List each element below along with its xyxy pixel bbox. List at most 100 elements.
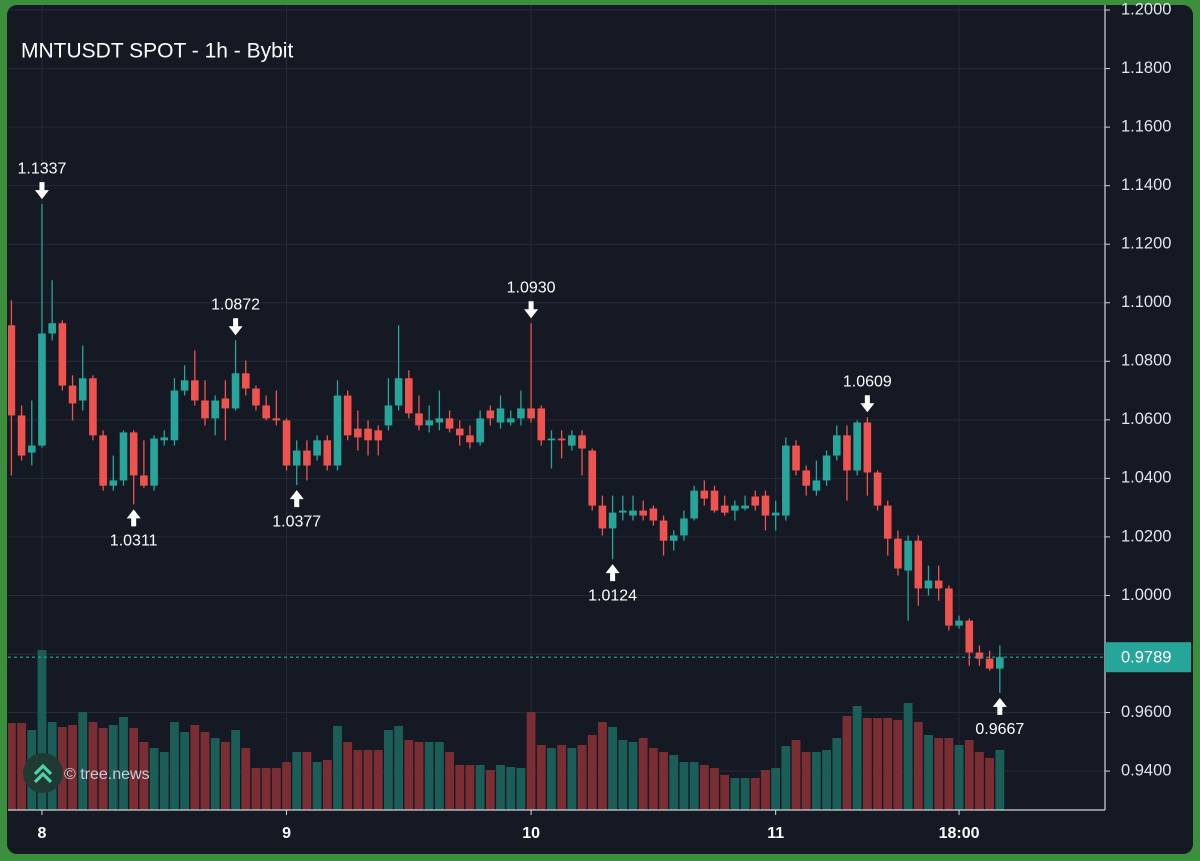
candle-body bbox=[170, 390, 179, 441]
y-tick-label: 0.9400 bbox=[1121, 761, 1171, 779]
annotations: 1.1337 1.0311 1.0872 1.0377 1.0930 1.0124 1.06… bbox=[18, 160, 1025, 738]
volume-bar bbox=[506, 767, 516, 810]
x-tick-label: 11 bbox=[767, 825, 784, 842]
y-tick-label: 1.1200 bbox=[1121, 235, 1171, 253]
candle-body bbox=[965, 620, 974, 653]
volume-bar bbox=[557, 745, 567, 810]
candle-body bbox=[812, 480, 821, 491]
y-tick-label: 1.1400 bbox=[1121, 176, 1171, 194]
candle-body bbox=[700, 490, 709, 499]
y-tick-label: 1.2000 bbox=[1121, 0, 1171, 18]
volume-bar bbox=[873, 718, 882, 810]
candle-body bbox=[792, 445, 800, 471]
candle-body bbox=[445, 418, 454, 429]
candle-body bbox=[506, 418, 515, 423]
volume-bar bbox=[343, 742, 353, 810]
volume-bar bbox=[271, 768, 281, 810]
volume-bar bbox=[475, 765, 485, 810]
arrow-up bbox=[992, 697, 1007, 715]
candle-body bbox=[405, 378, 413, 414]
volume-bar bbox=[812, 752, 821, 810]
candle-body bbox=[843, 435, 851, 471]
volume-bar bbox=[465, 765, 475, 810]
volume-bar bbox=[333, 726, 342, 810]
candle-body bbox=[710, 490, 719, 511]
y-tick-label: 1.0000 bbox=[1121, 586, 1171, 604]
volume-bar bbox=[78, 712, 88, 810]
volume-bar bbox=[414, 742, 424, 810]
volume-bar bbox=[353, 750, 363, 810]
candle-body bbox=[201, 400, 209, 419]
volume-bar bbox=[944, 738, 954, 810]
candle-body bbox=[323, 440, 332, 466]
volume-bar bbox=[241, 748, 251, 810]
candle-body bbox=[904, 540, 912, 571]
candle-body bbox=[720, 505, 729, 513]
candle-body bbox=[690, 490, 698, 519]
candle-body bbox=[354, 428, 362, 438]
volume-bar bbox=[791, 740, 801, 810]
candle-body bbox=[629, 510, 637, 516]
candle-body bbox=[455, 428, 464, 436]
volume-bar bbox=[669, 755, 679, 810]
candle-body bbox=[374, 430, 383, 441]
candle-body bbox=[89, 378, 97, 436]
candle-body bbox=[608, 512, 617, 529]
y-tick-label: 1.1800 bbox=[1121, 59, 1171, 77]
high-label: 1.1337 bbox=[18, 160, 67, 177]
volume-bar bbox=[883, 718, 893, 810]
candle-body bbox=[476, 418, 484, 443]
candle-body bbox=[68, 385, 77, 404]
candle-body bbox=[272, 418, 281, 421]
candle-body bbox=[517, 408, 525, 419]
volume-bar bbox=[68, 725, 77, 810]
x-tick-label: 9 bbox=[282, 825, 291, 842]
candle-body bbox=[924, 580, 933, 589]
candle-body bbox=[527, 408, 535, 419]
candle-body bbox=[221, 398, 230, 409]
candle-body bbox=[547, 438, 556, 441]
volume-bar bbox=[781, 746, 791, 810]
volume-bar bbox=[37, 650, 47, 810]
y-tick-label: 0.9600 bbox=[1121, 703, 1171, 721]
volume-bar bbox=[852, 706, 862, 810]
volume-bar bbox=[210, 738, 220, 810]
y-tick-label: 1.0600 bbox=[1121, 410, 1171, 428]
y-tick-label: 1.1000 bbox=[1121, 293, 1171, 311]
arrow-down bbox=[34, 182, 49, 200]
y-tick-label: 1.0200 bbox=[1121, 527, 1171, 545]
candle-body bbox=[38, 333, 46, 446]
volume-bar bbox=[862, 718, 872, 810]
x-tick-label: 8 bbox=[38, 825, 47, 842]
candle-body bbox=[853, 422, 861, 471]
y-tick-label: 1.1600 bbox=[1121, 117, 1171, 135]
candle-body bbox=[557, 438, 566, 441]
candle-body bbox=[466, 435, 474, 443]
candle-body bbox=[303, 450, 311, 466]
volume-bar bbox=[292, 752, 302, 810]
candle-body bbox=[639, 510, 647, 516]
volume-bar bbox=[699, 765, 709, 810]
volume-bar bbox=[485, 770, 495, 810]
plot-area bbox=[8, 204, 1105, 810]
volume-bar bbox=[913, 722, 923, 810]
candle-body bbox=[955, 620, 963, 626]
candle-body bbox=[150, 438, 158, 486]
y-tick-label: 1.0400 bbox=[1121, 469, 1171, 487]
volume-bar bbox=[424, 742, 434, 810]
volume-bar bbox=[322, 760, 332, 810]
volume-bar bbox=[608, 727, 618, 810]
grid bbox=[8, 5, 1105, 810]
candle-body bbox=[364, 428, 372, 441]
volume-bar bbox=[261, 768, 271, 810]
candle-body bbox=[680, 518, 688, 536]
candle-body bbox=[761, 495, 770, 516]
volume-bar bbox=[220, 742, 230, 810]
candle-body bbox=[129, 432, 138, 476]
last-price-box bbox=[1105, 642, 1191, 673]
volume-bar bbox=[822, 750, 831, 810]
arrow-up bbox=[289, 490, 304, 508]
volume-bar bbox=[404, 740, 414, 810]
volume-bar bbox=[832, 738, 842, 810]
